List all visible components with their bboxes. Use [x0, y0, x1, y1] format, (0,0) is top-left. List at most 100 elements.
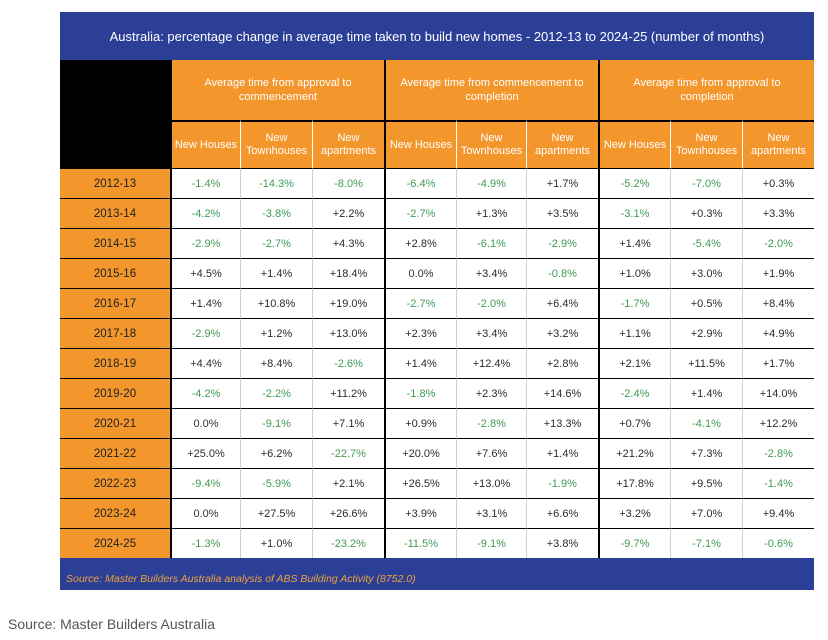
table-cell: +1.7%: [526, 168, 598, 198]
row-year-label: 2023-24: [60, 498, 170, 528]
row-year-label: 2022-23: [60, 468, 170, 498]
table-cell: +2.1%: [598, 348, 670, 378]
table-cell: +13.3%: [526, 408, 598, 438]
table-cell: +2.8%: [384, 228, 456, 258]
table-cell: +1.9%: [742, 258, 814, 288]
group-header-approval-to-commencement: Average time from approval to commenceme…: [170, 60, 384, 120]
table-cell: +14.6%: [526, 378, 598, 408]
table-cell: +11.2%: [312, 378, 384, 408]
table-cell: -9.4%: [170, 468, 240, 498]
table-cell: -11.5%: [384, 528, 456, 558]
row-year-label: 2015-16: [60, 258, 170, 288]
table-cell: -2.9%: [170, 228, 240, 258]
table-cell: +1.4%: [526, 438, 598, 468]
table-cell: +0.7%: [598, 408, 670, 438]
table-title: Australia: percentage change in average …: [109, 28, 765, 44]
table-cell: -2.9%: [526, 228, 598, 258]
table-cell: +1.4%: [170, 288, 240, 318]
table-cell: -0.8%: [526, 258, 598, 288]
table-cell: +2.8%: [526, 348, 598, 378]
table-cell: +7.1%: [312, 408, 384, 438]
table-cell: -2.7%: [384, 198, 456, 228]
table-cell: -2.8%: [456, 408, 526, 438]
table-cell: +0.3%: [670, 198, 742, 228]
table-cell: -7.0%: [670, 168, 742, 198]
table-cell: +9.4%: [742, 498, 814, 528]
table-cell: +1.0%: [598, 258, 670, 288]
table-cell: -2.4%: [598, 378, 670, 408]
table-cell: +2.2%: [312, 198, 384, 228]
subheader-new-apartments: New apartments: [312, 120, 384, 168]
table-cell: -4.2%: [170, 378, 240, 408]
image-caption: Source: Master Builders Australia: [8, 616, 215, 632]
table-cell: +19.0%: [312, 288, 384, 318]
table-cell: +7.6%: [456, 438, 526, 468]
table-cell: +13.0%: [456, 468, 526, 498]
table-cell: +2.3%: [456, 378, 526, 408]
table-cell: -2.8%: [742, 438, 814, 468]
row-year-label: 2020-21: [60, 408, 170, 438]
row-year-label: 2013-14: [60, 198, 170, 228]
table-cell: -0.6%: [742, 528, 814, 558]
table-cell: +1.4%: [670, 378, 742, 408]
row-year-label: 2021-22: [60, 438, 170, 468]
table-cell: +4.5%: [170, 258, 240, 288]
table-cell: -6.4%: [384, 168, 456, 198]
subheader-new-apartments: New apartments: [742, 120, 814, 168]
source-note: Source: Master Builders Australia analys…: [66, 573, 416, 585]
subheader-new-houses: New Houses: [384, 120, 456, 168]
table-cell: +0.5%: [670, 288, 742, 318]
table-cell: +0.3%: [742, 168, 814, 198]
table-cell: -1.9%: [526, 468, 598, 498]
table-cell: 0.0%: [170, 498, 240, 528]
table-cell: +1.4%: [240, 258, 312, 288]
table-cell: +3.3%: [742, 198, 814, 228]
header-corner: [60, 60, 170, 168]
row-year-label: 2014-15: [60, 228, 170, 258]
table-cell: -2.9%: [170, 318, 240, 348]
table-cell: -2.0%: [742, 228, 814, 258]
table-cell: +7.0%: [670, 498, 742, 528]
table-cell: +13.0%: [312, 318, 384, 348]
table-cell: +1.4%: [598, 228, 670, 258]
table-cell: +6.2%: [240, 438, 312, 468]
table-cell: +14.0%: [742, 378, 814, 408]
table-cell: +11.5%: [670, 348, 742, 378]
table-cell: +1.7%: [742, 348, 814, 378]
table-cell: +3.8%: [526, 528, 598, 558]
table-cell: +10.8%: [240, 288, 312, 318]
row-year-label: 2012-13: [60, 168, 170, 198]
table-cell: -2.7%: [240, 228, 312, 258]
table-cell: +26.5%: [384, 468, 456, 498]
table-cell: -2.7%: [384, 288, 456, 318]
group-header-approval-to-completion: Average time from approval to completion: [598, 60, 814, 120]
table-cell: -1.3%: [170, 528, 240, 558]
table-cell: +6.4%: [526, 288, 598, 318]
table-frame: Australia: percentage change in average …: [60, 12, 814, 590]
table-cell: +18.4%: [312, 258, 384, 288]
table-cell: -1.4%: [170, 168, 240, 198]
table-cell: +4.4%: [170, 348, 240, 378]
table-cell: +3.4%: [456, 258, 526, 288]
table-cell: -8.0%: [312, 168, 384, 198]
subheader-new-apartments: New apartments: [526, 120, 598, 168]
table-cell: -9.7%: [598, 528, 670, 558]
table-cell: +1.3%: [456, 198, 526, 228]
table-cell: -3.8%: [240, 198, 312, 228]
table-cell: 0.0%: [384, 258, 456, 288]
row-year-label: 2017-18: [60, 318, 170, 348]
table-cell: -2.6%: [312, 348, 384, 378]
row-year-label: 2018-19: [60, 348, 170, 378]
table-cell: -3.1%: [598, 198, 670, 228]
table-cell: -1.8%: [384, 378, 456, 408]
table-cell: +17.8%: [598, 468, 670, 498]
table-cell: -1.7%: [598, 288, 670, 318]
subheader-new-townhouses: New Townhouses: [456, 120, 526, 168]
table-cell: +3.5%: [526, 198, 598, 228]
table-cell: +1.0%: [240, 528, 312, 558]
row-year-label: 2024-25: [60, 528, 170, 558]
table-cell: +2.1%: [312, 468, 384, 498]
table-cell: +25.0%: [170, 438, 240, 468]
table-cell: +2.3%: [384, 318, 456, 348]
table-cell: +3.9%: [384, 498, 456, 528]
